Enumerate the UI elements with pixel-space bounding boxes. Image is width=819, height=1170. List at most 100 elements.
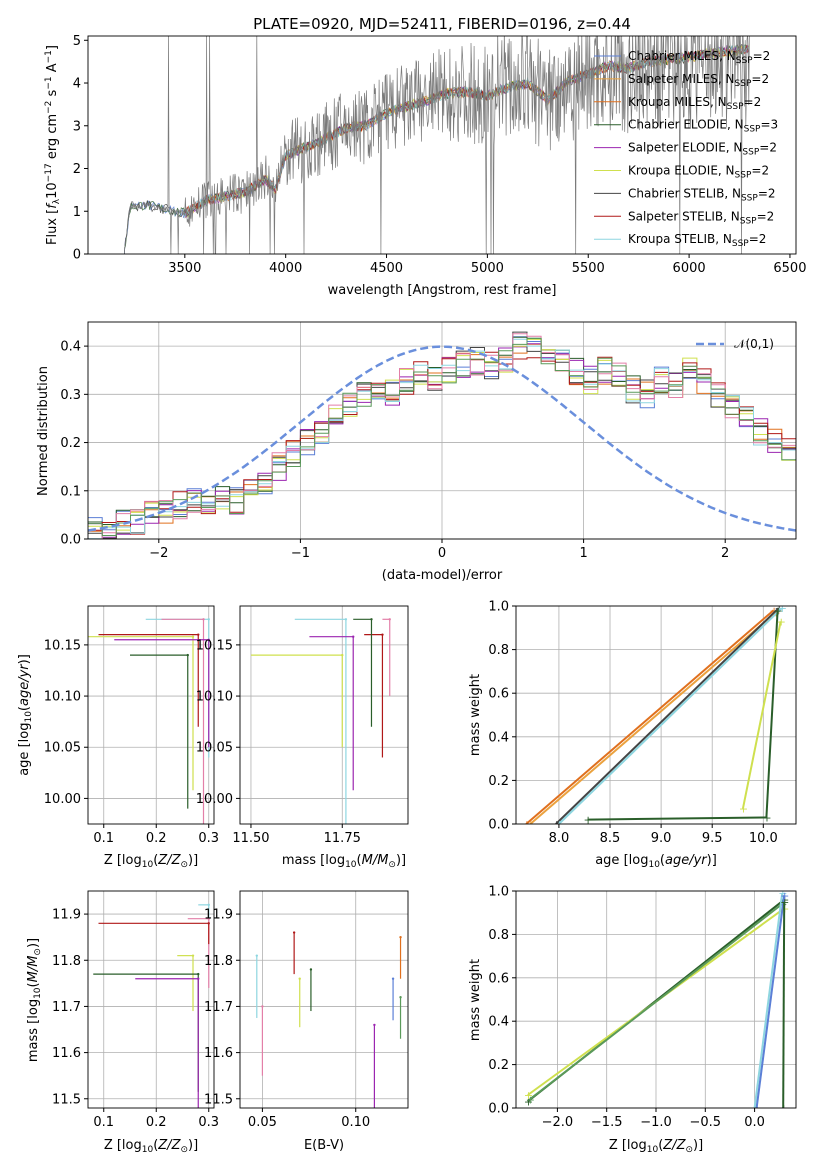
y-tick-label: 10.10 xyxy=(44,690,81,705)
x-tick-label: 8.5 xyxy=(600,831,621,846)
x-tick-label: 9.0 xyxy=(651,831,672,846)
y-tick-label: 10.00 xyxy=(44,792,81,807)
data-point xyxy=(399,995,402,999)
y-tick-label: 11.8 xyxy=(52,954,81,969)
y-tick-label: 0.1 xyxy=(60,484,81,499)
y-axis-label: mass weight xyxy=(468,674,483,756)
data-point xyxy=(344,618,348,621)
y-tick-label: 0.0 xyxy=(488,1102,509,1117)
data-point xyxy=(292,931,296,934)
data-point xyxy=(197,633,200,636)
y-tick-label: 1.0 xyxy=(488,600,509,615)
y-axis-label: Flux [fλ​10−17​ erg cm−2​ s−1​ A−1​] xyxy=(44,45,62,245)
panel-spectrum: 3500 4000 4500 5000 5500 6000 6500 0 1 2 3 4 5 PLATE=… xyxy=(73,15,807,276)
y-tick-label: 11.7 xyxy=(52,1000,81,1015)
normal-curve xyxy=(88,345,796,532)
weight-line xyxy=(753,893,784,1108)
weight-line xyxy=(782,901,786,1108)
x-tick-label: 0.10 xyxy=(341,1115,370,1130)
x-tick-label: 0.2 xyxy=(146,831,167,846)
panel-age-vs-mass: 11.50 11.75 10.00 10.05 10.10 10.15 xyxy=(196,605,409,846)
data-point xyxy=(207,638,210,641)
weight-marker: + xyxy=(751,1102,760,1115)
panel-weight-vs-Z: ++++++++++++−2.0 −1.5 −1.0 −0.5 0.0 0.0 0.2 0.4… xyxy=(488,885,797,1130)
observed-spectrum xyxy=(123,36,750,254)
legend-label: Salpeter STELIB, NSSP​=2 xyxy=(628,209,774,226)
data-point xyxy=(255,954,258,957)
weight-marker: + xyxy=(777,615,786,628)
panel-age-vs-Z: 0.1 0.2 0.3 10.00 10.05 10.10 10.15 xyxy=(44,605,219,846)
y-tick-label: 4 xyxy=(73,77,81,92)
x-tick-label: −2 xyxy=(149,546,168,561)
data-point xyxy=(261,1005,264,1008)
weight-marker: + xyxy=(522,818,531,831)
plot-area xyxy=(93,903,210,1108)
x-axis-label: Z [log10​(Z/Z⊙​)] xyxy=(104,1138,198,1155)
weight-marker: + xyxy=(584,814,593,827)
y-tick-label: 10.05 xyxy=(44,741,81,756)
y-tick-label: 11.9 xyxy=(52,908,81,923)
y-tick-label: 0.4 xyxy=(488,1015,509,1030)
axes-frame xyxy=(515,605,797,825)
legend-label: 𝒩(0,1) xyxy=(734,337,774,351)
y-tick-label: 0.0 xyxy=(488,818,509,833)
weight-marker: + xyxy=(552,818,561,831)
x-axis-label: E(B-V) xyxy=(304,1138,344,1153)
plot-area xyxy=(123,36,750,254)
axes-frame xyxy=(87,35,797,255)
y-tick-label: 5 xyxy=(73,34,81,49)
legend-label: Chabrier MILES, NSSP​=2 xyxy=(628,49,770,66)
y-tick-label: 0.0 xyxy=(60,533,81,548)
legend-label: Kroupa MILES, NSSP​=2 xyxy=(628,95,761,112)
data-point xyxy=(391,977,395,980)
x-tick-label: 9.5 xyxy=(702,831,723,846)
x-axis-label: Z [log10​(Z/Z⊙​)] xyxy=(104,853,198,870)
x-tick-label: 4500 xyxy=(370,261,403,276)
y-tick-label: 11.8 xyxy=(204,954,233,969)
data-point xyxy=(381,633,384,636)
x-tick-label: 11.50 xyxy=(232,831,269,846)
data-point xyxy=(186,653,189,657)
legend-label: Kroupa ELODIE, NSSP​=2 xyxy=(628,164,769,181)
y-tick-label: 11.5 xyxy=(204,1092,233,1107)
panel-mass-vs-Z: 0.1 0.2 0.3 11.5 11.6 11.7 11.8 11.9 xyxy=(52,890,219,1130)
y-tick-label: 0.2 xyxy=(488,774,509,789)
panel-weight-vs-age: +++++++++ ++++8.0 8.5 9.0 9.5 10.0 0.0 0.2 0.4 0.… xyxy=(488,600,797,846)
x-tick-label: 10.0 xyxy=(749,831,778,846)
weight-line xyxy=(741,621,782,809)
y-tick-label: 11.6 xyxy=(204,1046,233,1061)
weight-marker: + xyxy=(526,818,535,831)
histogram-step xyxy=(88,333,796,539)
legend-label: Salpeter MILES, NSSP​=2 xyxy=(628,72,769,89)
data-point xyxy=(207,917,210,920)
chart-title: PLATE=0920, MJD=52411, FIBERID=0196, z=0… xyxy=(253,15,631,33)
y-tick-label: 0.6 xyxy=(488,687,509,702)
weight-marker: + xyxy=(780,889,789,902)
data-point xyxy=(298,977,301,980)
x-axis-label: wavelength [Angstrom, rest frame] xyxy=(328,283,557,298)
x-tick-label: 5500 xyxy=(572,261,605,276)
y-tick-label: 10.10 xyxy=(196,690,233,705)
x-axis-label: (data-model)/error xyxy=(382,568,503,583)
legend-label: Salpeter ELODIE, NSSP​=2 xyxy=(628,141,777,158)
weight-marker: + xyxy=(778,887,787,900)
weight-marker: + xyxy=(780,896,789,909)
x-tick-label: 0 xyxy=(438,546,446,561)
axes-frame xyxy=(239,890,409,1109)
weight-marker: + xyxy=(780,894,789,907)
y-tick-label: 0.2 xyxy=(488,1058,509,1073)
y-tick-label: 11.7 xyxy=(204,1000,233,1015)
x-tick-label: 6000 xyxy=(673,261,706,276)
x-tick-label: −1 xyxy=(291,546,310,561)
x-tick-label: 5000 xyxy=(471,261,504,276)
axes-frame xyxy=(87,890,215,1109)
weight-marker: + xyxy=(524,1089,533,1102)
weight-line xyxy=(529,903,783,1101)
data-point xyxy=(191,954,195,957)
y-tick-label: 0.6 xyxy=(488,971,509,986)
histogram-step xyxy=(88,336,796,531)
y-tick-label: 0 xyxy=(73,248,81,263)
data-point xyxy=(370,618,373,621)
x-tick-label: 0.3 xyxy=(198,1115,219,1130)
x-tick-label: 6500 xyxy=(773,261,806,276)
